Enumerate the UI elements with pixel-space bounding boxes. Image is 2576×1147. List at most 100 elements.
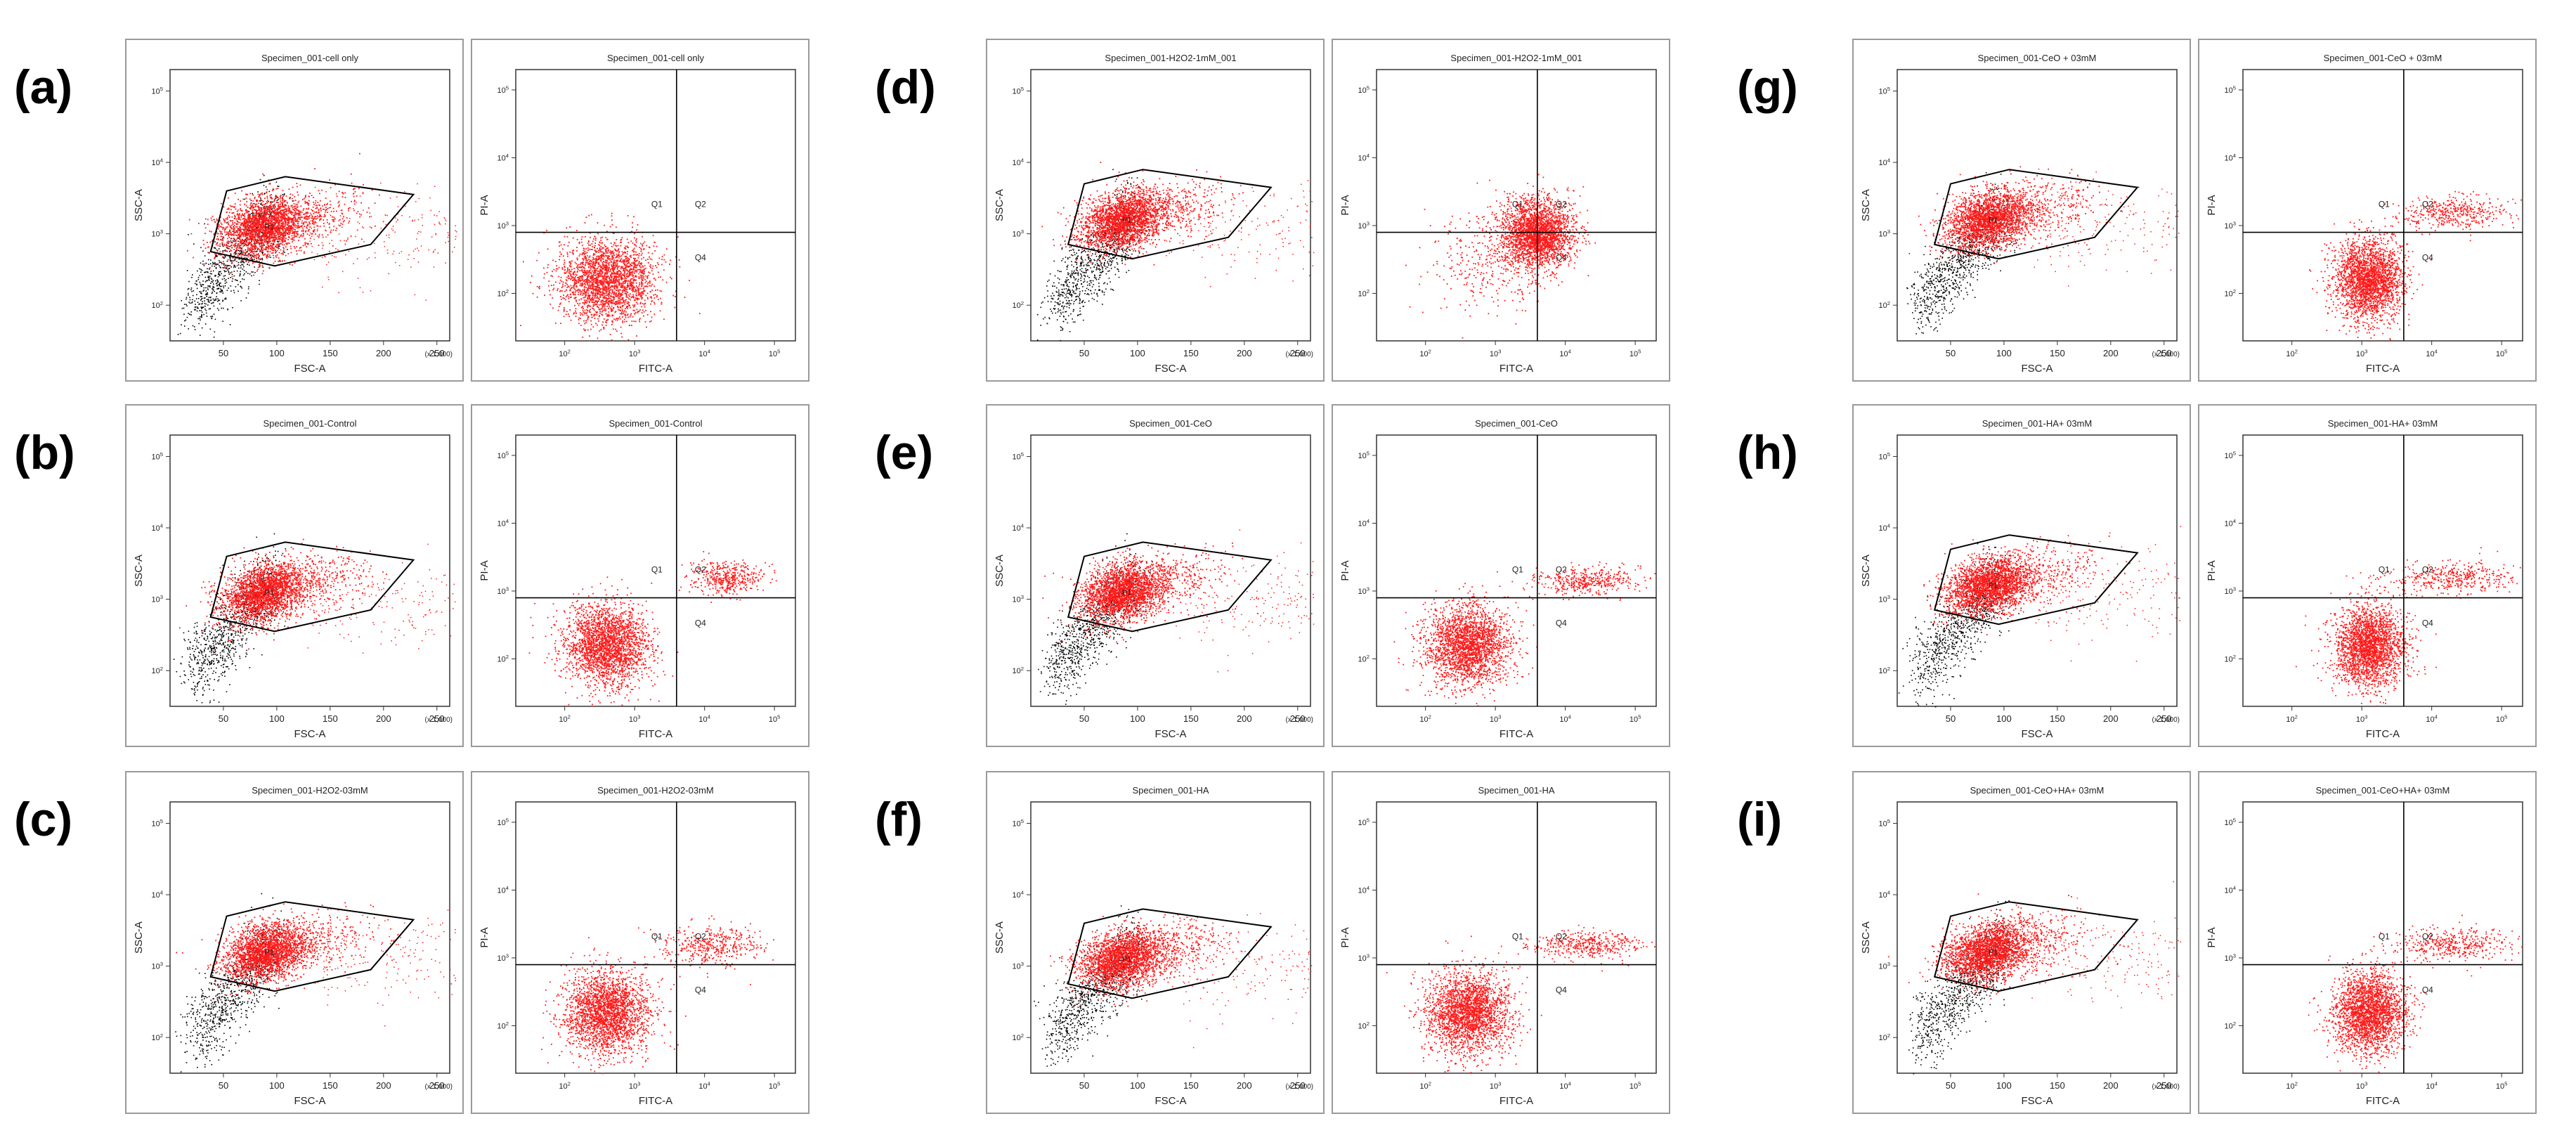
y-tick-label: 104 (1012, 157, 1024, 167)
x-unit-label: (x 1,000) (1286, 716, 1313, 724)
y-tick-label: 105 (151, 451, 163, 461)
quadrant-label-q4: Q4 (695, 618, 706, 628)
y-axis-label: SSC-A (1860, 921, 1872, 954)
y-tick-label: 104 (1358, 153, 1370, 162)
scatter-svg: Specimen_001-CeO+HA+ 03mM 102 103 104 105 102… (2206, 785, 2523, 1107)
quadrant-label-q4: Q4 (1556, 253, 1567, 263)
x-tick-label: 100 (269, 713, 285, 724)
x-tick-label: 150 (323, 1080, 338, 1091)
scatter-svg: Specimen_001-CeO+HA+ 03mM 50 100 150 200 250(… (1860, 785, 2181, 1107)
x-tick-label: 102 (559, 349, 571, 358)
event-dots (2308, 914, 2523, 1074)
plot-frame (1376, 801, 1657, 1074)
annexin-pi-plot: Specimen_001-HA 102 103 104 105 102 103 104 105 F… (1332, 771, 1670, 1114)
x-tick-label: 250 (1290, 348, 1306, 358)
x-axis-label: FITC-A (1500, 363, 1533, 375)
x-unit-label: (x 1,000) (2152, 351, 2180, 358)
event-dots (173, 533, 456, 704)
scatter-svg: Specimen_001-HA 50 100 150 200 250(x 1,000) 10… (994, 785, 1313, 1107)
y-tick-label: 102 (497, 1020, 509, 1030)
y-tick-label: 105 (497, 817, 509, 827)
quadrant-label-q1: Q1 (651, 200, 663, 209)
y-axis-label: SSC-A (994, 555, 1006, 587)
y-tick-label: 102 (1878, 1032, 1890, 1042)
plot-frame (515, 69, 796, 342)
x-axis-label: FSC-A (1155, 728, 1187, 740)
y-tick-label: 103 (497, 586, 509, 596)
x-tick-label: 102 (559, 1081, 571, 1091)
x-tick-label: 200 (376, 348, 391, 358)
gate-label: P1 (265, 223, 274, 231)
panel-label: (b) (14, 425, 75, 480)
plot-frame (515, 434, 796, 707)
annexin-pi-plot: Specimen_001-HA+ 03mM 102 103 104 105 102 103 1… (2198, 404, 2537, 747)
gate-label: P1 (1122, 216, 1131, 224)
y-tick-label: 102 (1012, 666, 1024, 675)
panel-label: (i) (1737, 792, 1782, 847)
x-tick-label: 250 (2157, 713, 2172, 724)
scatter-svg: Specimen_001-cell only 102 103 104 105 102 103… (479, 53, 796, 375)
gate-label: P1 (1122, 955, 1131, 964)
plot-frame (2242, 801, 2523, 1074)
quadrant-label-q4: Q4 (1556, 618, 1567, 628)
quadrant-label-q2: Q2 (1556, 200, 1567, 209)
x-tick-label: 105 (769, 714, 781, 724)
x-tick-label: 50 (1079, 1080, 1089, 1091)
annexin-pi-plot: Specimen_001-H2O2-03mM 102 103 104 105 102 103… (471, 771, 809, 1114)
y-tick-label: 103 (497, 953, 509, 963)
x-tick-label: 103 (2356, 349, 2368, 358)
x-tick-label: 103 (629, 714, 641, 724)
quadrant-label-q2: Q2 (2422, 932, 2433, 942)
scatter-svg: Specimen_001-CeO 50 100 150 200 250(x 1,000) 1… (994, 418, 1315, 740)
x-tick-label: 102 (1419, 1081, 1431, 1091)
y-tick-label: 104 (151, 157, 163, 167)
x-unit-label: (x 1,000) (2152, 1083, 2180, 1091)
y-tick-label: 103 (1358, 221, 1370, 231)
quadrant-label-q2: Q2 (695, 200, 706, 209)
x-tick-label: 100 (1996, 1080, 2012, 1091)
gate-label: P1 (1989, 581, 1998, 590)
y-axis-label: SSC-A (994, 921, 1006, 954)
scatter-svg: Specimen_001-H2O2-1mM_001 102 103 104 105 102… (1339, 53, 1657, 375)
y-axis-label: SSC-A (133, 189, 145, 221)
scatter-svg: Specimen_001-cell only 50 100 150 200 250(x 1… (133, 53, 457, 375)
plot-title: Specimen_001-cell only (607, 53, 705, 63)
x-tick-label: 150 (1183, 713, 1199, 724)
event-dots (541, 915, 775, 1075)
quadrant-label-q2: Q2 (1556, 565, 1567, 575)
fsc-ssc-plot: Specimen_001-H2O2-03mM 50 100 150 200 250 (x 1… (125, 771, 464, 1114)
y-tick-label: 105 (2224, 817, 2236, 827)
plot-title: Specimen_001-CeO + 03mM (1978, 53, 2097, 63)
y-tick-label: 103 (1012, 594, 1024, 604)
gate-polygon (1933, 901, 2139, 992)
x-tick-label: 103 (1490, 349, 1502, 358)
quadrant-label-q1: Q1 (1512, 565, 1523, 575)
y-tick-label: 103 (151, 228, 163, 238)
x-axis-label: FITC-A (639, 1095, 672, 1107)
y-tick-label: 104 (1878, 890, 1890, 900)
x-tick-label: 104 (698, 714, 710, 724)
plot-frame (169, 69, 450, 342)
plot-title: Specimen_001-Control (264, 418, 357, 429)
x-tick-label: 100 (269, 1080, 285, 1091)
y-tick-label: 103 (1878, 961, 1890, 971)
scatter-svg: Specimen_001-Control 50 100 150 200 250(x 1,0… (133, 418, 456, 740)
scatter-svg: Specimen_001-CeO + 03mM 50 100 150 200 250(x … (1860, 53, 2180, 375)
y-axis-label: SSC-A (133, 555, 145, 587)
x-tick-label: 50 (219, 348, 228, 358)
event-dots (1887, 881, 2181, 1075)
x-unit-label: (x 1,000) (425, 1083, 453, 1091)
event-dots (1405, 174, 1596, 339)
scatter-svg: Specimen_001-Control 102 103 104 105 102 103 10… (479, 418, 796, 740)
quadrant-label-q1: Q1 (2379, 932, 2390, 942)
x-tick-label: 102 (1419, 349, 1431, 358)
y-tick-label: 102 (1358, 288, 1370, 298)
x-tick-label: 105 (1629, 1081, 1641, 1091)
y-tick-label: 105 (1358, 85, 1370, 95)
plot-frame (1030, 434, 1311, 707)
x-tick-label: 102 (2286, 714, 2298, 724)
gate-polygon (209, 176, 415, 267)
y-tick-label: 105 (1358, 817, 1370, 827)
quadrant-label-q1: Q1 (2379, 200, 2390, 209)
x-axis-label: FITC-A (639, 728, 672, 740)
